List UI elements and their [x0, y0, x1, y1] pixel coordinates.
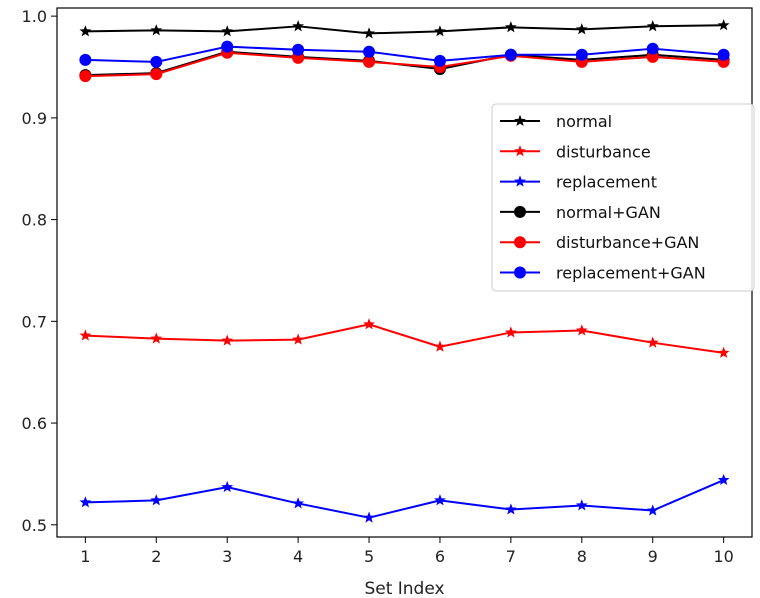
legend-label: replacement+GAN: [556, 264, 706, 283]
series-line: [85, 24, 724, 35]
series-normal: [79, 19, 730, 39]
series-line: [85, 51, 724, 78]
data-point: [292, 333, 305, 345]
x-tick-label: 1: [80, 547, 90, 566]
data-point: [79, 70, 92, 83]
series-replacement+GAN: [79, 40, 730, 68]
data-point: [717, 19, 730, 31]
data-point: [646, 336, 659, 348]
legend-marker: [514, 205, 526, 218]
x-tick-label: 2: [151, 547, 161, 566]
legend-box: [491, 103, 755, 292]
y-tick-label: 1.0: [22, 7, 47, 26]
x-tick-label: 3: [222, 547, 232, 566]
data-point: [79, 496, 92, 508]
data-point: [717, 48, 730, 61]
legend-label: replacement: [556, 173, 657, 192]
series-line: [85, 50, 724, 77]
y-axis: 0.5 0.6 0.7 0.8 0.9 1.0: [22, 7, 57, 535]
series-disturbance+GAN: [79, 46, 730, 83]
data-point: [363, 55, 376, 68]
legend-marker: [514, 175, 526, 187]
x-axis-label: Set Index: [364, 579, 444, 598]
data-point: [575, 23, 588, 35]
data-point: [504, 326, 517, 338]
data-point: [504, 21, 517, 33]
legend-item: disturbance+GAN: [500, 233, 699, 252]
legend-item: replacement: [500, 173, 657, 192]
data-point: [221, 25, 234, 37]
x-tick-label: 5: [364, 547, 374, 566]
data-point: [575, 48, 588, 61]
data-point: [79, 25, 92, 37]
data-point: [292, 497, 305, 509]
data-point: [79, 53, 92, 66]
data-point: [717, 473, 730, 486]
data-point: [434, 340, 446, 352]
legend-item: normal+GAN: [500, 203, 661, 222]
data-point: [363, 511, 375, 523]
data-point: [363, 27, 375, 39]
x-tick-label: 10: [713, 547, 733, 566]
x-tick-label: 9: [648, 547, 658, 566]
legend-item: replacement+GAN: [500, 264, 706, 283]
y-tick-label: 0.7: [22, 312, 47, 331]
data-point: [292, 20, 305, 32]
legend-item: disturbance: [500, 142, 651, 161]
legend-label: disturbance: [556, 142, 651, 161]
data-point: [504, 48, 517, 61]
data-point: [363, 45, 376, 58]
series-line: [85, 479, 725, 519]
data-point: [363, 318, 375, 330]
y-tick-label: 0.8: [22, 211, 47, 230]
data-point: [646, 42, 659, 55]
legend-label: disturbance+GAN: [556, 233, 699, 252]
x-tick-label: 4: [293, 547, 303, 566]
plot-marks: [79, 19, 730, 523]
data-point: [646, 20, 659, 32]
x-tick-label: 7: [506, 547, 516, 566]
legend-marker: [514, 145, 526, 157]
series-disturbance: [79, 318, 730, 358]
data-point: [292, 43, 305, 56]
legend-item: normal: [500, 112, 612, 131]
data-point: [717, 346, 730, 358]
data-point: [221, 334, 234, 346]
data-point: [79, 329, 92, 341]
legend-marker: [514, 236, 526, 249]
data-point: [575, 499, 588, 511]
y-tick-label: 0.5: [22, 516, 47, 535]
legend-label: normal+GAN: [556, 203, 661, 222]
x-tick-label: 6: [435, 547, 445, 566]
data-point: [504, 503, 517, 515]
data-point: [150, 55, 163, 68]
data-point: [221, 40, 234, 53]
data-point: [433, 54, 446, 67]
data-point: [150, 24, 163, 36]
y-tick-label: 0.9: [22, 109, 47, 128]
y-tick-label: 0.6: [22, 414, 47, 433]
data-point: [575, 324, 588, 336]
legend: normal disturbance replacement normal+GAN di…: [491, 103, 755, 292]
x-axis: 1 2 3 4 5 6 7 8 9 10: [80, 537, 734, 566]
data-point: [150, 494, 163, 506]
data-point: [434, 494, 446, 506]
data-point: [150, 68, 163, 81]
legend-marker: [514, 266, 526, 279]
legend-label: normal: [556, 112, 612, 131]
series-replacement: [79, 473, 730, 523]
legend-marker: [514, 114, 526, 127]
data-point: [221, 480, 234, 493]
data-point: [150, 332, 163, 344]
data-point: [646, 504, 659, 516]
data-point: [434, 25, 446, 37]
series-line: [85, 45, 724, 63]
series-line: [85, 323, 724, 354]
x-tick-label: 8: [577, 547, 587, 566]
